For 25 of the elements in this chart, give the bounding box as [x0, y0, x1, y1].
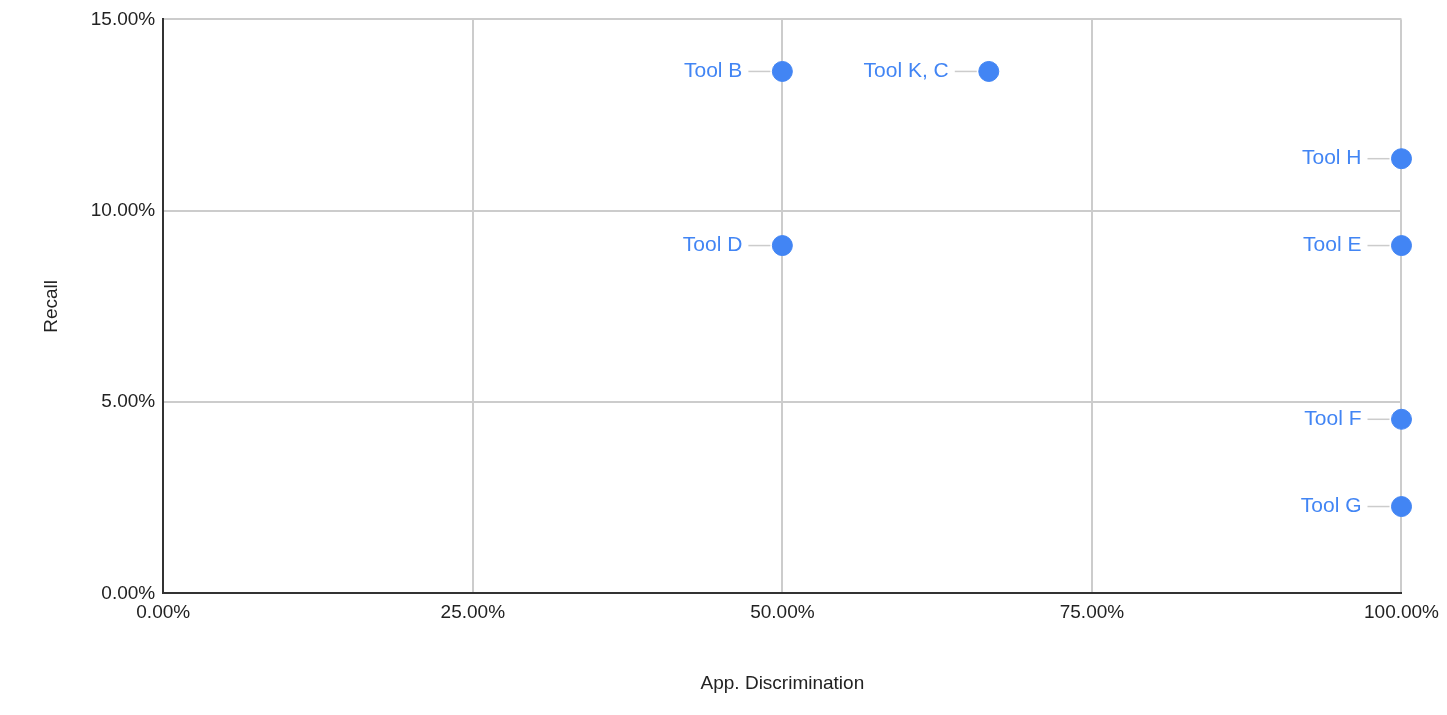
annotation: Tool B — [683, 58, 743, 82]
x-tick-label: 50.00% — [750, 601, 815, 623]
y-tick-label: 15.00% — [90, 7, 156, 29]
y-axis-title: Recall — [39, 279, 61, 333]
annotation: Tool E — [1303, 232, 1362, 256]
x-tick-label: 75.00% — [1059, 601, 1125, 623]
x-axis-title: App. Discrimination — [700, 671, 865, 693]
point — [978, 60, 1000, 82]
annotation: Tool D — [682, 232, 743, 256]
x-tick-label: 0.00% — [136, 601, 191, 623]
point — [1391, 235, 1412, 257]
annotation: Tool K, C — [863, 58, 949, 82]
point — [1391, 408, 1412, 430]
x-tick-label: 100.00% — [1363, 601, 1440, 623]
point — [771, 60, 793, 82]
point — [1391, 496, 1412, 518]
y-tick-label: 10.00% — [90, 198, 156, 220]
point — [771, 235, 793, 257]
annotation: Tool H — [1301, 145, 1362, 169]
x-tick-label: 25.00% — [440, 601, 506, 623]
y-tick-label: 5.00% — [101, 390, 156, 412]
annotation: Tool G — [1300, 493, 1362, 517]
y-tick-label: 0.00% — [101, 581, 156, 603]
annotation: Tool F — [1304, 406, 1362, 430]
point — [1391, 148, 1412, 170]
